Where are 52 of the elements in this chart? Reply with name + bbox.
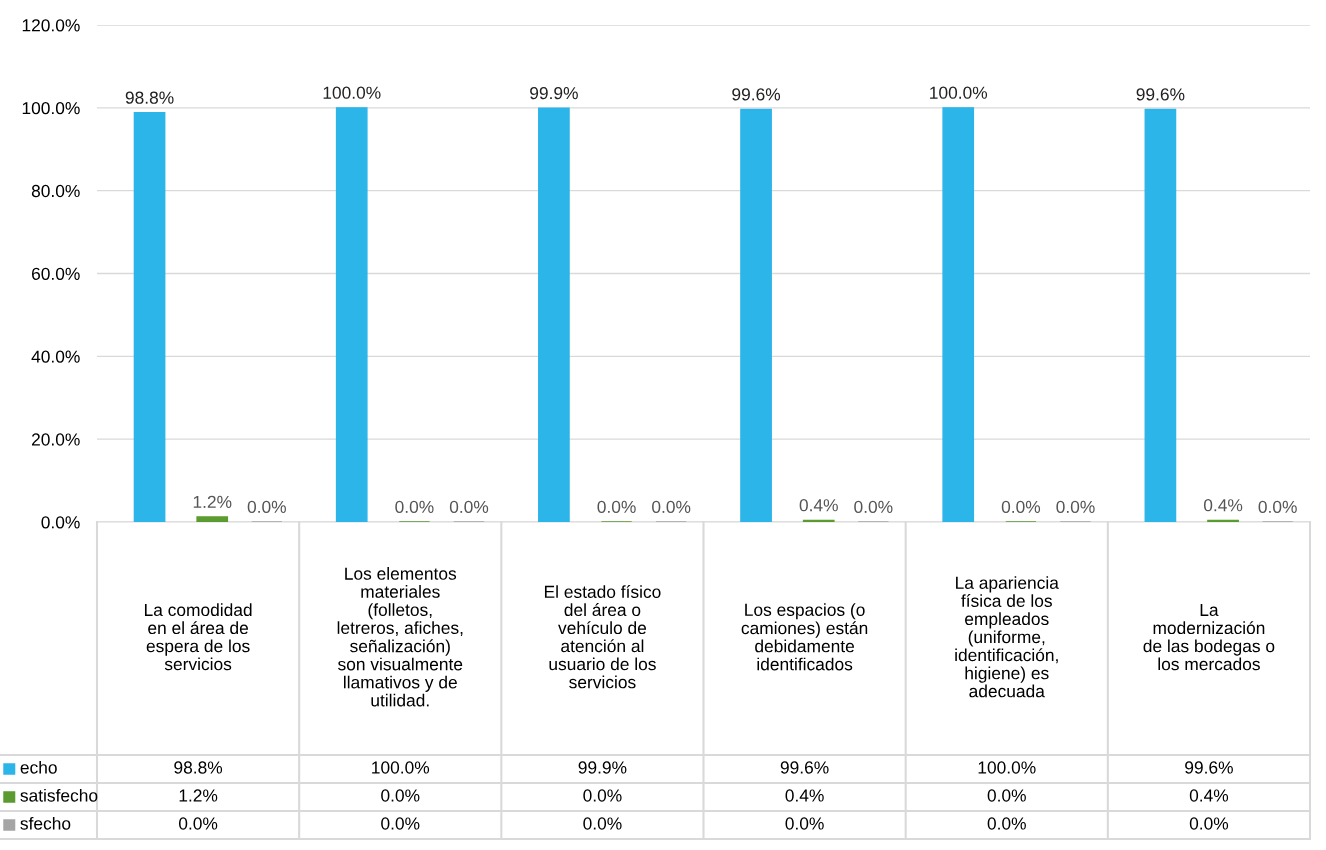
- data-label: 98.8%: [174, 761, 223, 774]
- text: 0.0%: [395, 500, 434, 514]
- y-tick-label: 20.0%: [31, 433, 80, 446]
- text: 0.4%: [799, 499, 838, 512]
- y-tick-label: 80.0%: [31, 184, 80, 198]
- text: 0.0%: [854, 500, 893, 514]
- text: 100.0%: [930, 86, 988, 99]
- y-tick-label: 0.0%: [41, 516, 80, 529]
- text: 0.0%: [247, 500, 286, 514]
- legend-label: echo: [20, 760, 57, 774]
- data-label: 0.0%: [785, 817, 824, 830]
- text: 1.2%: [193, 495, 232, 508]
- text: 99.9%: [530, 86, 578, 100]
- data-label: 0.0%: [381, 789, 420, 802]
- x-tick-label: Los elementos materiales (folletos, letreros, afiches, señalización) son visualmente llamativos y de utilidad.: [337, 567, 463, 707]
- data-label: 0.0%: [381, 817, 420, 830]
- text: 100.0%: [323, 86, 381, 99]
- text: 99.6%: [732, 88, 781, 101]
- data-label: 0.0%: [583, 817, 622, 830]
- text: 0.0%: [1001, 500, 1041, 514]
- data-label: 0.4%: [785, 789, 824, 802]
- x-tick-label: La modernización de las bodegas o los mercados: [1143, 603, 1275, 671]
- y-tick-label: 40.0%: [31, 350, 80, 363]
- data-label: 99.6%: [1185, 761, 1233, 774]
- data-label: 0.0%: [583, 789, 622, 802]
- x-tick-label: La apariencia física de los empleados (uniforme, identificación, higiene) es adecuada: [955, 576, 1059, 698]
- data-label: 0.0%: [178, 817, 218, 830]
- y-tick-label: 120.0%: [22, 19, 80, 32]
- y-tick-label: 60.0%: [31, 267, 80, 280]
- text: 0.4%: [1203, 499, 1243, 512]
- data-label: 99.6%: [780, 761, 829, 774]
- text: 0.0%: [597, 500, 636, 514]
- data-label: 100.0%: [978, 761, 1036, 774]
- data-label: 100.0%: [372, 761, 430, 774]
- x-tick-label: La comodidad en el área de espera de los servicios: [144, 603, 252, 671]
- legend-label: sfecho: [20, 816, 71, 830]
- text: 0.0%: [1258, 500, 1297, 514]
- data-label: 1.2%: [179, 789, 218, 802]
- text: 98.8%: [125, 91, 174, 104]
- data-label: 0.0%: [987, 789, 1026, 802]
- text: 99.6%: [1136, 88, 1185, 101]
- x-tick-label: El estado físico del área o vehículo de atención al usuario de los servicios: [544, 585, 661, 689]
- y-tick-label: 100.0%: [22, 102, 80, 115]
- data-label: 0.0%: [1189, 817, 1229, 830]
- text: 0.0%: [652, 500, 691, 514]
- text: 0.0%: [1056, 500, 1095, 514]
- data-label: 0.4%: [1189, 789, 1229, 802]
- x-tick-label: Los espacios (o camiones) están debidamente identificados: [741, 603, 868, 671]
- data-label: 99.9%: [578, 761, 627, 774]
- text: 0.0%: [449, 500, 489, 514]
- legend-label: satisfecho: [20, 788, 98, 802]
- data-label: 0.0%: [987, 817, 1026, 830]
